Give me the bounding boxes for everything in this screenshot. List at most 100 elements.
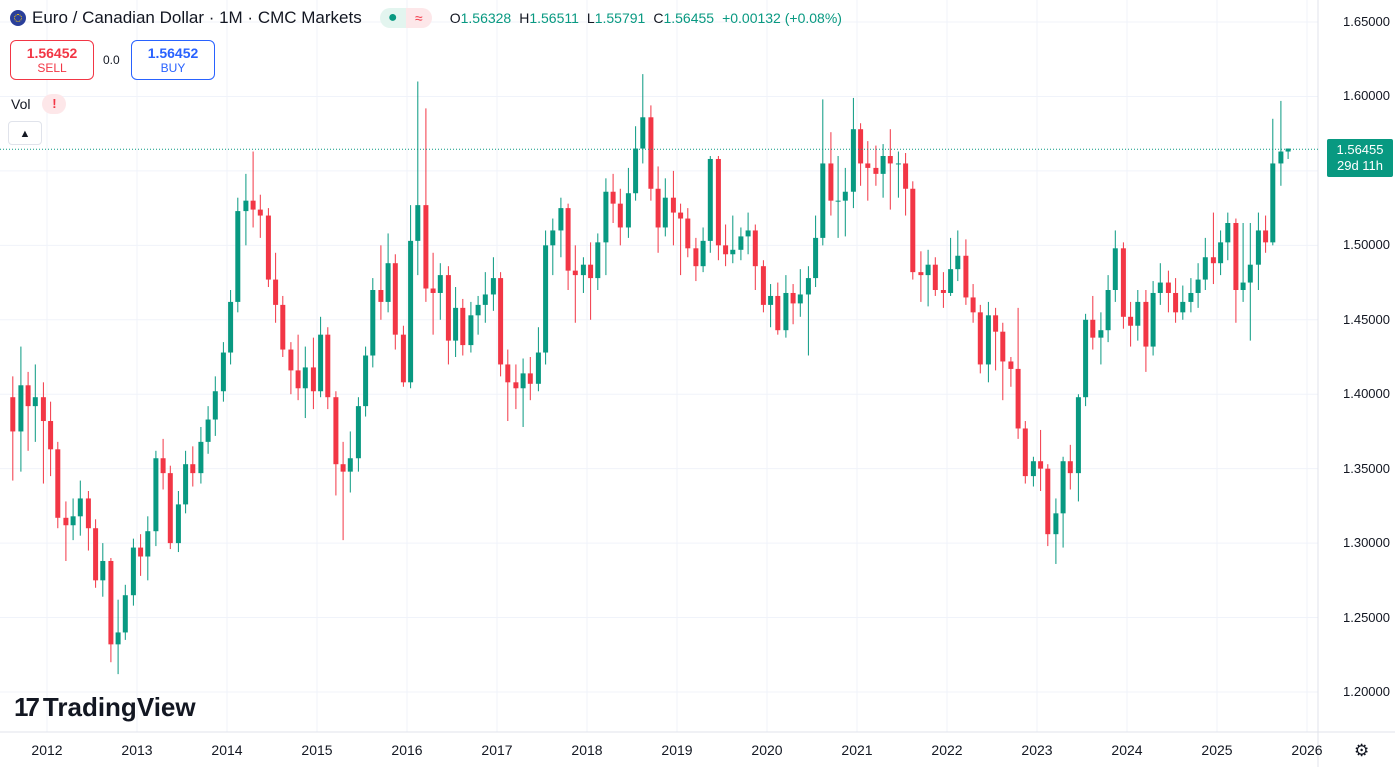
candle-up	[1188, 292, 1194, 302]
candle-up	[1247, 264, 1253, 283]
ohlc-high: 1.56511	[529, 10, 579, 26]
collapse-legend-button[interactable]: ▲	[8, 121, 42, 145]
candle-up	[955, 255, 961, 270]
last-price-value: 1.56455	[1336, 142, 1384, 158]
candle-down	[48, 421, 54, 450]
candle-up	[1135, 301, 1141, 326]
candle-up	[122, 595, 128, 633]
candle-up	[77, 498, 83, 517]
candle-down	[1173, 292, 1179, 313]
price-tick-label: 1.35000	[1343, 460, 1390, 476]
candle-up	[153, 458, 159, 532]
candle-up	[212, 391, 218, 420]
candle-up	[1098, 330, 1104, 338]
settings-icon[interactable]: ⚙	[1354, 741, 1370, 760]
volume-indicator[interactable]: Vol !	[11, 94, 67, 114]
candle-down	[93, 528, 99, 581]
candle-up	[880, 156, 886, 174]
candle-up	[1053, 513, 1059, 535]
candle-down	[1038, 461, 1044, 469]
candle-down	[760, 266, 766, 305]
bar-countdown: 29d 11h	[1336, 158, 1384, 174]
price-tick-label: 1.45000	[1343, 311, 1390, 327]
candle-down	[565, 208, 571, 271]
spread-value: 0.0	[103, 53, 120, 67]
time-tick-label: 2019	[661, 742, 693, 758]
candle-up	[100, 560, 106, 581]
candle-up	[550, 230, 556, 246]
candle-up	[18, 385, 24, 432]
price-tick-label: 1.65000	[1343, 14, 1390, 29]
ohlc-key: O	[449, 10, 461, 26]
candle-down	[910, 188, 916, 273]
candle-up	[850, 129, 856, 192]
candle-down	[400, 334, 406, 383]
candle-up	[895, 163, 901, 165]
candle-down	[513, 382, 519, 389]
ohlc-open: 1.56328	[460, 10, 512, 26]
candle-up	[580, 264, 586, 276]
candle-down	[1045, 468, 1051, 535]
candle-up	[183, 464, 189, 505]
candle-up	[490, 278, 496, 295]
candle-up	[1240, 282, 1246, 290]
sell-button[interactable]: 1.56452 SELL	[10, 40, 94, 80]
time-tick-label: 2026	[1291, 742, 1323, 758]
candle-down	[138, 547, 144, 557]
chart-legend: Euro / Canadian Dollar · 1M · CMC Market…	[10, 8, 842, 28]
candle-up	[948, 269, 954, 293]
candle-up	[198, 441, 204, 474]
time-tick-label: 2022	[931, 742, 963, 758]
price-tick-label: 1.20000	[1343, 684, 1390, 699]
time-tick-label: 2024	[1111, 742, 1143, 758]
candle-down	[963, 255, 969, 298]
tradingview-logo[interactable]: 17 TradingView	[14, 692, 196, 723]
market-status-pill[interactable]: ● ≈	[379, 8, 432, 28]
candle-down	[423, 205, 429, 289]
market-open-icon[interactable]: ●	[379, 8, 406, 28]
candle-up	[468, 315, 474, 346]
candle-down	[310, 367, 316, 392]
candle-up	[370, 290, 376, 356]
candle-up	[662, 197, 668, 228]
candle-up	[1225, 223, 1231, 243]
buy-button[interactable]: 1.56452 BUY	[131, 40, 215, 80]
candle-down	[333, 397, 339, 465]
warning-icon[interactable]: !	[42, 94, 67, 114]
candle-up	[1285, 148, 1291, 152]
symbol-title[interactable]: Euro / Canadian Dollar · 1M · CMC Market…	[32, 8, 362, 27]
candle-up	[535, 352, 541, 384]
data-delay-icon[interactable]: ≈	[405, 8, 432, 28]
candle-down	[1263, 230, 1269, 243]
candle-down	[1165, 282, 1171, 293]
candle-down	[445, 275, 451, 341]
ohlc-key: H	[519, 10, 530, 26]
candle-up	[130, 547, 136, 596]
candle-down	[265, 215, 271, 280]
candle-down	[828, 163, 834, 201]
candle-up	[520, 373, 526, 389]
candle-up	[355, 406, 361, 459]
candle-down	[1000, 331, 1006, 362]
eu-flag-icon	[10, 10, 26, 26]
candle-up	[70, 516, 76, 526]
candle-up	[1278, 151, 1284, 164]
candle-down	[588, 264, 594, 279]
time-tick-label: 2020	[751, 742, 783, 758]
ohlc-values: O1.56328 H1.56511 L1.55791 C1.56455 +0.0…	[450, 10, 842, 26]
candle-up	[385, 263, 391, 302]
candle-up	[363, 355, 369, 407]
candle-up	[985, 315, 991, 365]
candle-down	[977, 312, 983, 365]
candle-down	[617, 203, 623, 228]
candle-down	[655, 188, 661, 228]
candle-up	[797, 294, 803, 304]
candle-down	[865, 163, 871, 168]
candle-up	[437, 275, 443, 293]
time-tick-label: 2018	[571, 742, 603, 758]
candle-down	[160, 458, 166, 474]
candle-up	[1150, 292, 1156, 347]
candle-down	[693, 248, 699, 267]
price-tick-label: 1.40000	[1343, 386, 1390, 402]
